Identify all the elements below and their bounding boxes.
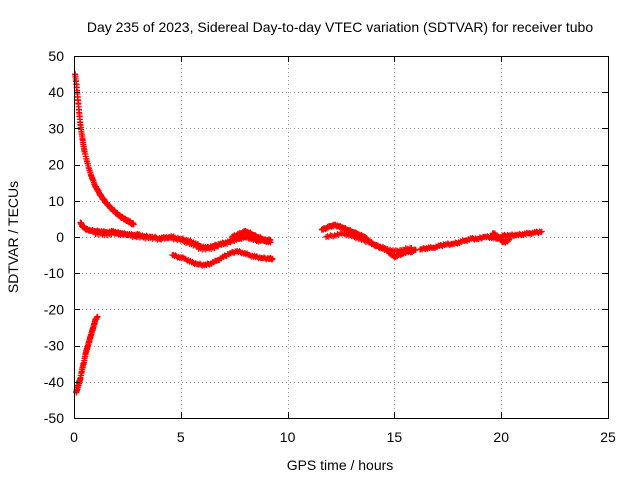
x-tick-label: 20 [493, 429, 509, 445]
data-point [506, 236, 513, 243]
x-tick-label: 10 [280, 429, 296, 445]
y-tick-label: -20 [44, 301, 64, 317]
data-point [538, 228, 545, 235]
y-tick-label: 40 [48, 84, 64, 100]
y-tick-label: 30 [48, 120, 64, 136]
data-point [269, 255, 276, 262]
x-tick-label: 25 [600, 429, 616, 445]
data-point [130, 221, 137, 228]
y-tick-label: 10 [48, 193, 64, 209]
y-tick-label: 20 [48, 157, 64, 173]
x-tick-label: 0 [70, 429, 78, 445]
data-point [94, 313, 101, 320]
data-point [262, 236, 269, 243]
x-tick-label: 5 [177, 429, 185, 445]
data-point [408, 244, 415, 251]
data-point [263, 237, 270, 244]
y-tick-label: -30 [44, 338, 64, 354]
data-points [72, 71, 545, 396]
axis-ticks [74, 56, 609, 419]
x-tick-label: 15 [387, 429, 403, 445]
tick-labels: 0 5 10 15 20 25 -50 -40 -30 -20 -10 0 10 20 30 40 50 [44, 48, 616, 445]
y-tick-label: -50 [44, 410, 64, 426]
x-axis-label: GPS time / hours [287, 457, 394, 473]
y-axis-label: SDTVAR / TECUs [5, 181, 21, 293]
data-point [268, 256, 275, 263]
data-point [537, 229, 544, 236]
y-tick-label: 50 [48, 48, 64, 64]
y-tick-label: 0 [56, 229, 64, 245]
data-point [506, 235, 513, 242]
chart-title: Day 235 of 2023, Sidereal Day-to-day VTE… [87, 19, 594, 35]
y-tick-label: -40 [44, 374, 64, 390]
y-tick-label: -10 [44, 265, 64, 281]
